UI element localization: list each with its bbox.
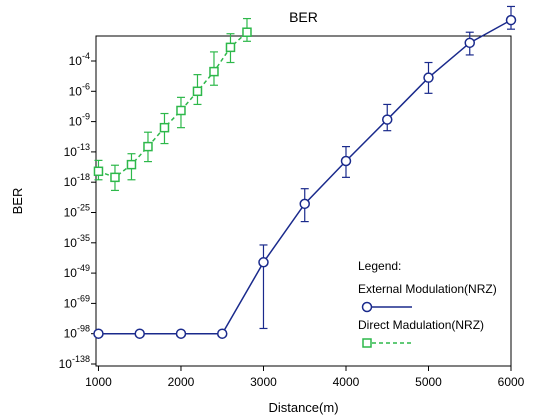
- y-axis-label: BER: [10, 188, 25, 215]
- series-layer: [93, 5, 517, 339]
- data-point: [216, 328, 228, 339]
- plot-border: [95, 35, 512, 367]
- data-point: [93, 166, 104, 177]
- x-axis-label: Distance(m): [268, 400, 338, 415]
- y-axis: 10-4 10-6 10-9 10-13 10-18 10-25 10-35 10-49 10-…: [59, 51, 96, 371]
- data-point: [340, 155, 352, 167]
- x-tick-label: 4000: [333, 375, 360, 389]
- x-axis: 1000 2000 3000 4000 5000 6000: [85, 366, 525, 389]
- data-point: [143, 141, 153, 152]
- data-point: [209, 66, 219, 77]
- y-tick-label: 10-25: [64, 203, 90, 220]
- legend-marker: [362, 338, 372, 348]
- data-point: [225, 42, 236, 53]
- data-point: [192, 86, 203, 97]
- data-point: [159, 122, 170, 133]
- data-point: [126, 159, 137, 170]
- data-point: [505, 14, 517, 26]
- y-tick-label: 10-4: [69, 51, 90, 68]
- data-point: [299, 198, 310, 210]
- series-external-modulation: [93, 5, 517, 339]
- data-point: [258, 257, 269, 268]
- x-tick-label: 2000: [168, 375, 195, 389]
- data-point: [381, 114, 393, 125]
- y-tick-label: 10-138: [59, 354, 90, 371]
- series-direct-modulation: [93, 17, 252, 192]
- legend-label: External Modulation(NRZ): [358, 282, 497, 296]
- data-point: [464, 37, 475, 49]
- data-point: [176, 105, 186, 116]
- x-tick-label: 3000: [250, 375, 277, 389]
- data-point: [423, 72, 434, 83]
- legend-marker: [361, 301, 373, 313]
- y-tick-label: 10-69: [64, 293, 90, 310]
- y-tick-label: 10-9: [69, 112, 90, 129]
- data-point: [242, 27, 252, 37]
- data-point: [93, 328, 104, 339]
- y-tick-label: 10-18: [64, 172, 90, 189]
- x-tick-label: 6000: [498, 375, 525, 389]
- data-point: [110, 172, 120, 183]
- data-point: [175, 328, 187, 339]
- x-tick-label: 5000: [415, 375, 442, 389]
- legend-title: Legend:: [358, 259, 401, 273]
- y-tick-label: 10-13: [64, 142, 90, 159]
- y-tick-label: 10-35: [64, 233, 90, 250]
- series-line: [98, 31, 248, 179]
- chart-title: BER: [289, 9, 318, 25]
- legend-label: Direct Madulation(NRZ): [358, 318, 484, 332]
- y-tick-label: 10-98: [64, 324, 90, 341]
- data-point: [134, 328, 145, 339]
- y-tick-label: 10-49: [64, 263, 90, 280]
- plot-frame: [95, 35, 512, 367]
- legend: Legend: External Modulation(NRZ) Direct M…: [358, 259, 497, 348]
- x-tick-label: 1000: [85, 375, 112, 389]
- y-tick-label: 10-6: [69, 81, 90, 98]
